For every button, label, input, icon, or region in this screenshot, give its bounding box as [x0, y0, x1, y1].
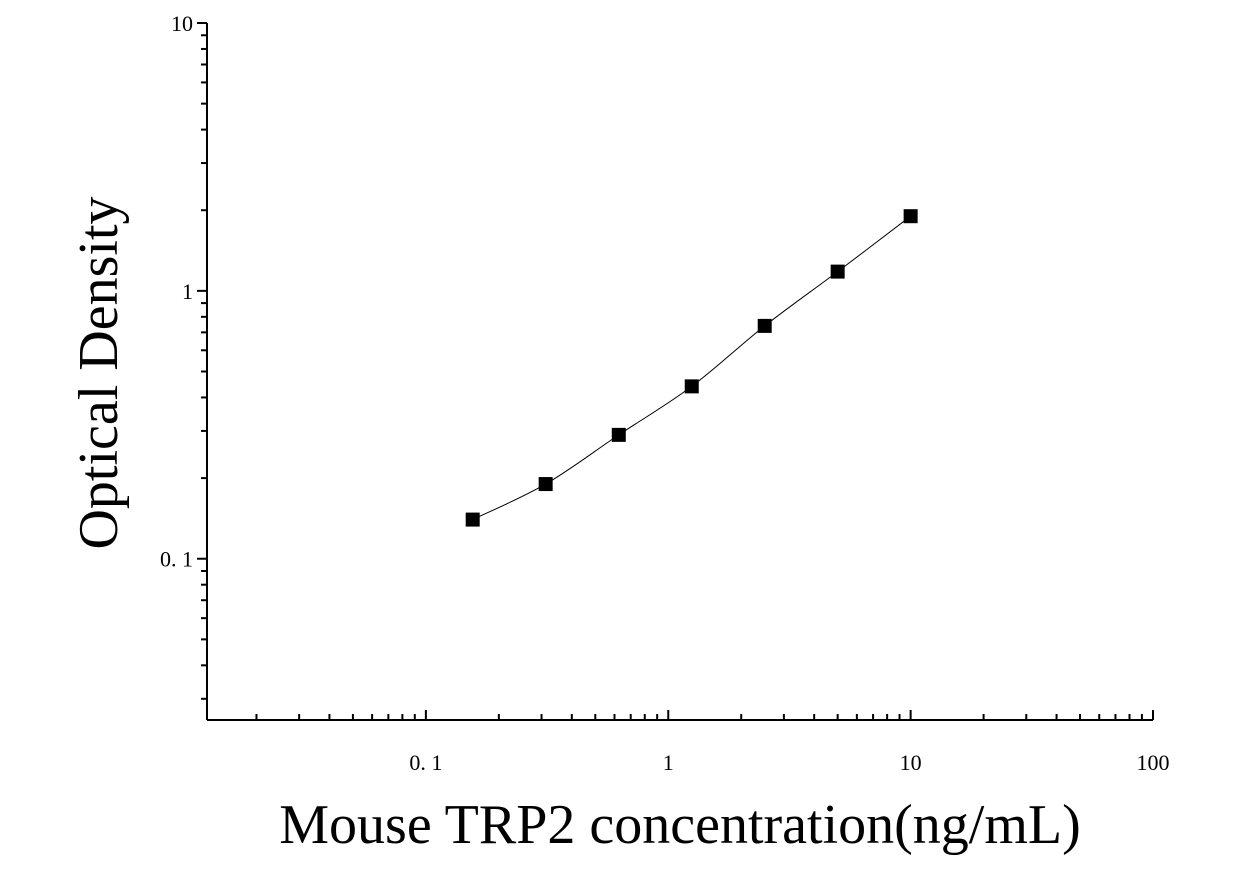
- x-tick-label: 10: [900, 750, 922, 775]
- data-points: [465, 209, 918, 527]
- x-tick-label: 0. 1: [409, 750, 442, 775]
- axes: [206, 23, 1153, 721]
- data-point-square: [611, 427, 626, 442]
- y-tick-label: 10: [171, 11, 193, 36]
- tick-labels: 0. 1 1 10 100 0. 1 1 10: [160, 11, 1170, 775]
- y-tick-label: 1: [182, 279, 193, 304]
- ticks: [197, 22, 1154, 720]
- y-tick-label: 0. 1: [160, 547, 193, 572]
- data-point-square: [538, 477, 553, 492]
- data-point-square: [903, 209, 918, 224]
- y-axis-title: Optical Density: [68, 196, 130, 549]
- fit-curve-group: [472, 215, 911, 521]
- data-point-square: [830, 264, 845, 279]
- data-point-square: [465, 512, 480, 527]
- x-tick-label: 100: [1137, 750, 1170, 775]
- fit-curve: [472, 215, 911, 521]
- data-point-square: [757, 318, 772, 333]
- x-axis-title: Mouse TRP2 concentration(ng/mL): [279, 794, 1081, 856]
- x-tick-label: 1: [663, 750, 674, 775]
- data-point-square: [684, 379, 699, 394]
